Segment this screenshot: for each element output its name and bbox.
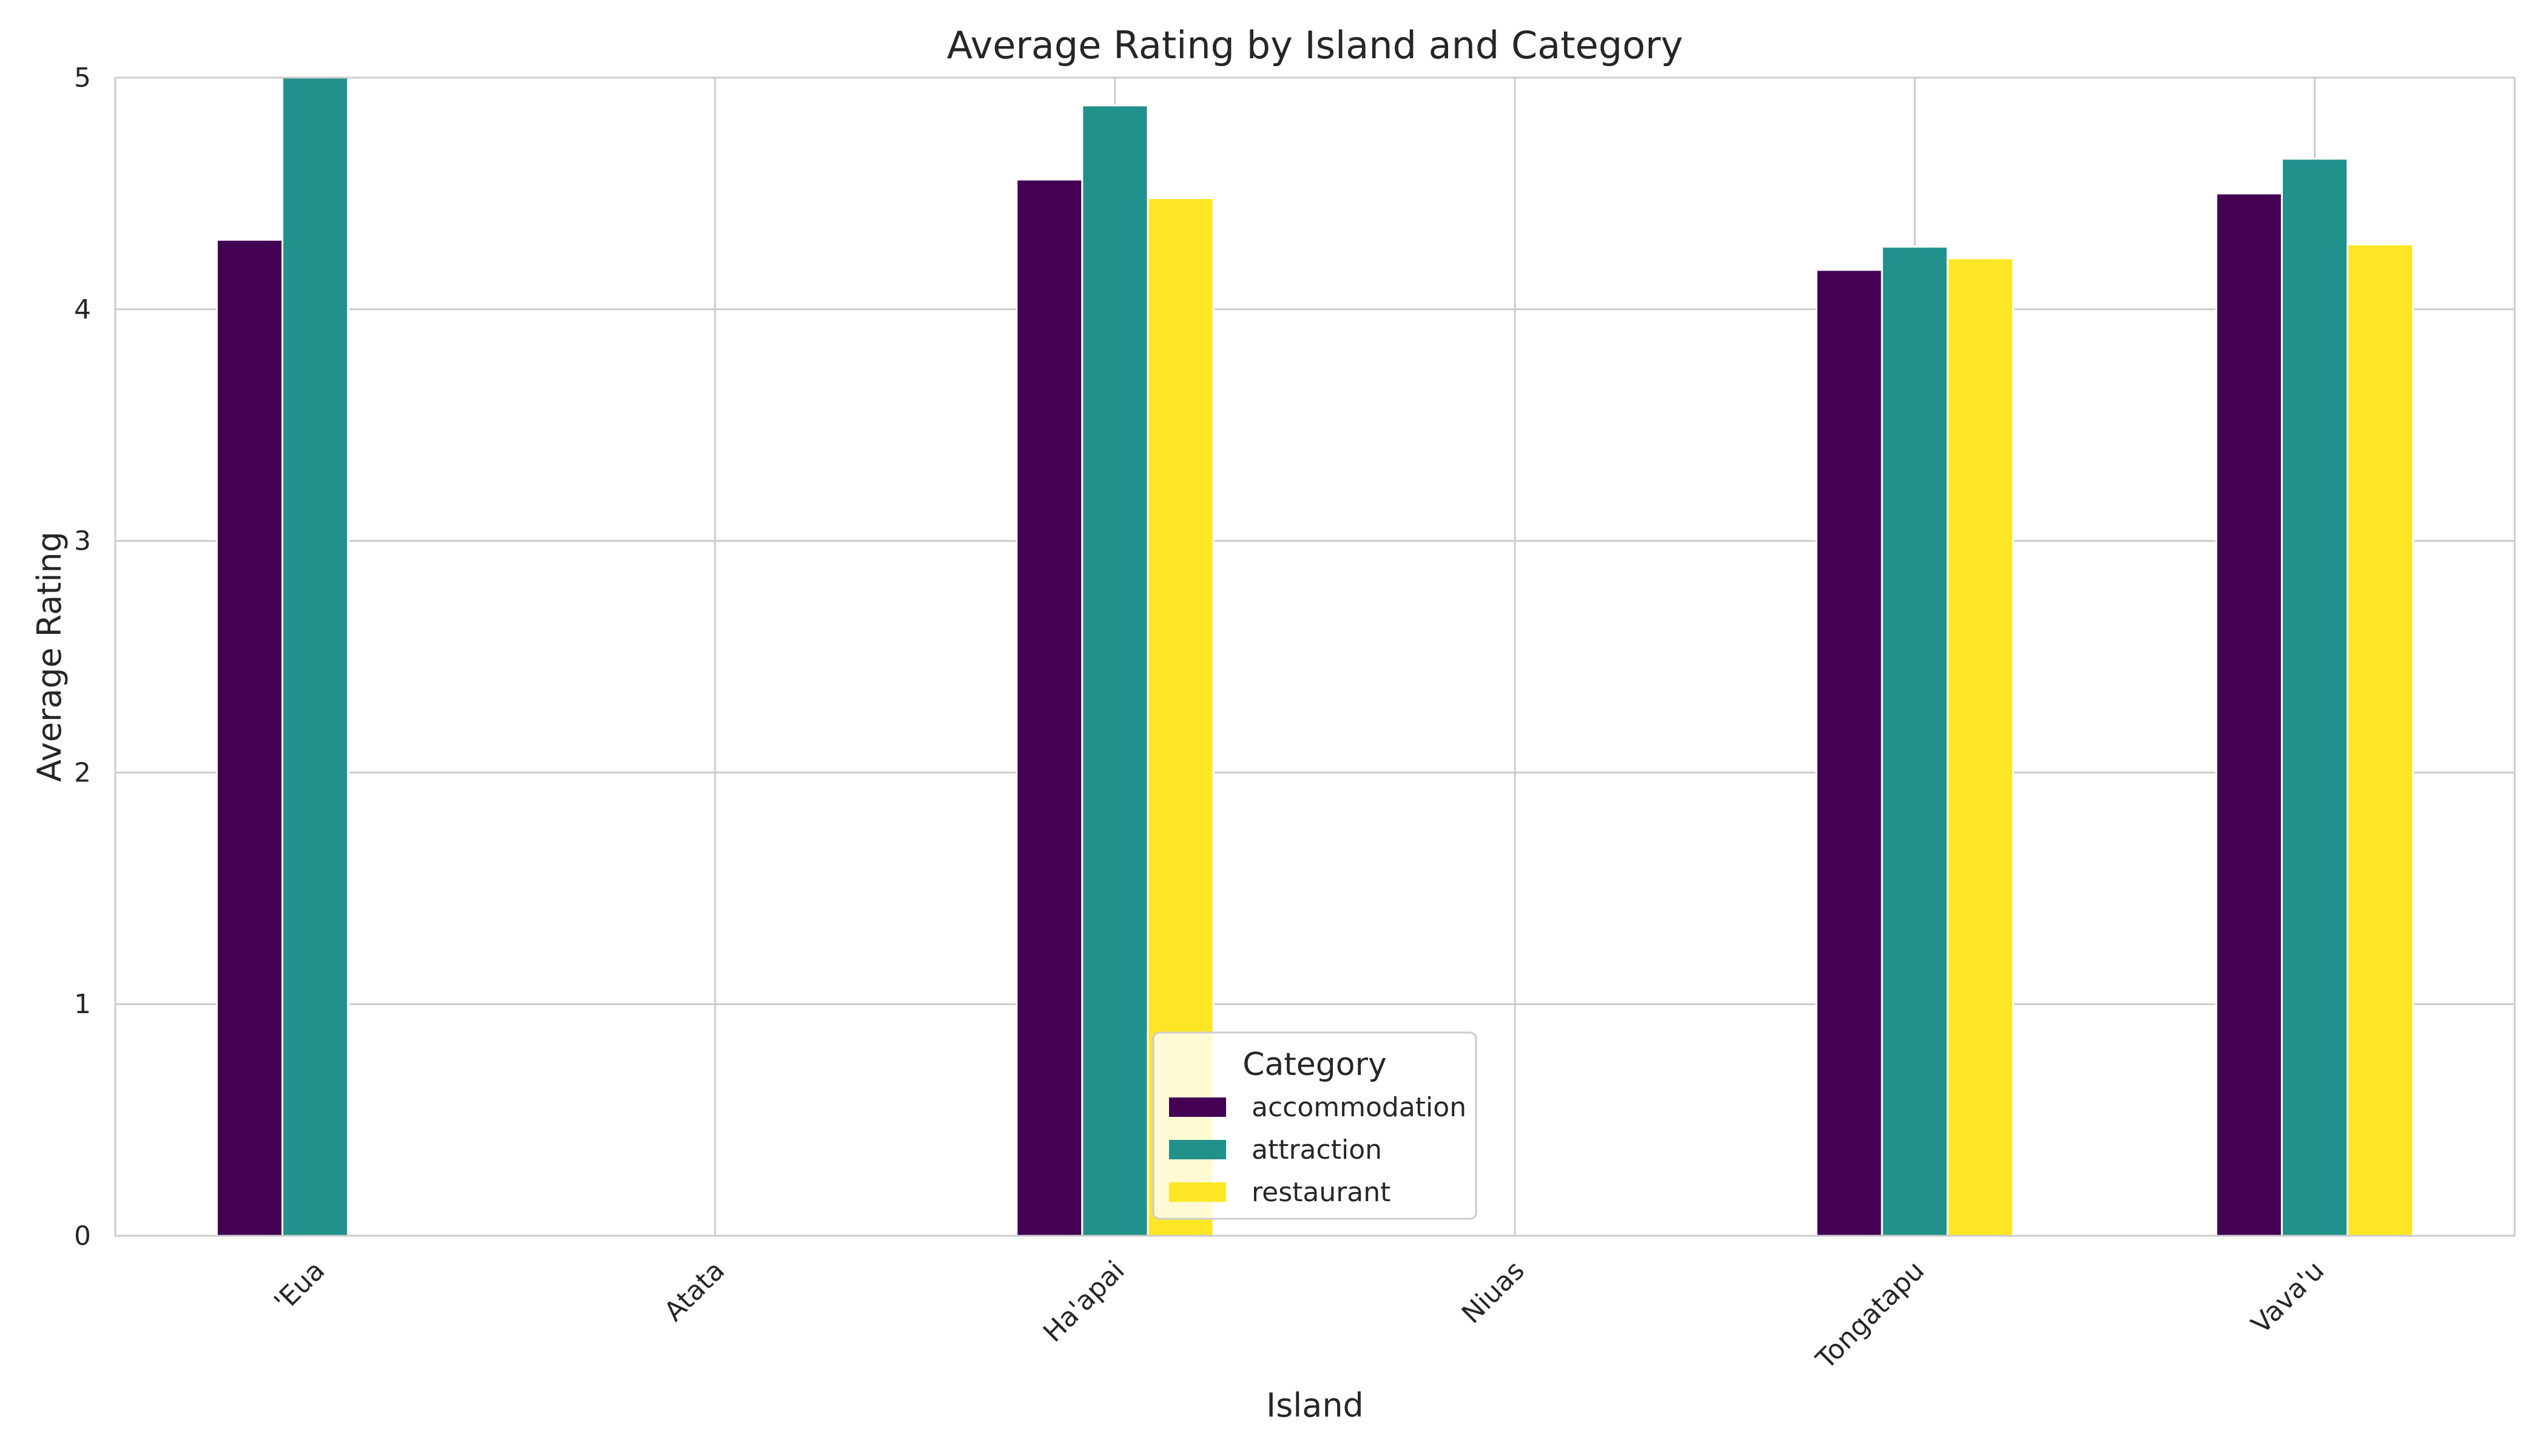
bars: [215, 76, 2415, 1237]
x-axis-label: Island: [1266, 1386, 1364, 1424]
bar-restaurant: [2346, 243, 2415, 1237]
bar-accommodation: [215, 238, 284, 1237]
legend-label-attraction: attraction: [1252, 1134, 1382, 1165]
legend-swatch-restaurant: [1169, 1182, 1226, 1202]
legend: Category accommodation attraction restaura…: [1152, 1031, 1477, 1220]
chart-title: Average Rating by Island and Category: [947, 23, 1683, 67]
y-tick-label: 4: [74, 294, 91, 325]
bar-accommodation: [1016, 178, 1084, 1237]
legend-label-accommodation: accommodation: [1252, 1092, 1466, 1123]
y-axis-ticks: 0 1 2 3 4 5: [74, 62, 91, 1252]
y-tick-label: 5: [74, 62, 91, 93]
legend-label-restaurant: restaurant: [1252, 1177, 1390, 1208]
bar-attraction: [1881, 246, 1949, 1237]
bar-attraction: [2280, 158, 2348, 1237]
legend-title: Category: [1242, 1046, 1387, 1083]
legend-swatch-accommodation: [1169, 1097, 1226, 1117]
bar-restaurant: [1946, 257, 2014, 1237]
bar-accommodation: [1815, 269, 1883, 1237]
bar-attraction: [281, 76, 349, 1237]
y-tick-label: 0: [74, 1221, 91, 1252]
y-tick-label: 1: [74, 989, 91, 1020]
y-tick-label: 2: [74, 757, 91, 788]
legend-swatch-attraction: [1169, 1140, 1226, 1159]
y-tick-label: 3: [74, 526, 91, 557]
bar-attraction: [1081, 104, 1149, 1237]
y-axis-label: Average Rating: [30, 531, 69, 782]
legend-box: [1152, 1031, 1477, 1220]
bar-accommodation: [2215, 192, 2283, 1237]
plot-frame: [114, 76, 2516, 1237]
